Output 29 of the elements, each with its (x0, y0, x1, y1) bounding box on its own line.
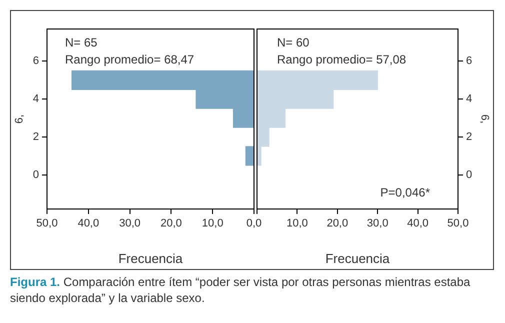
y-tick-label: 6 (32, 55, 39, 68)
y-tick-label: 0 (466, 168, 472, 181)
x-tick-label: 10,0 (286, 218, 308, 230)
x-tick-label: 20,0 (326, 218, 348, 230)
text: Figura 1. Comparación entre ítem “poder ser vista por otras personas mientras estaba siendo explorada” y la variable sexo. (10, 275, 470, 305)
y-tick-label: 6 (466, 55, 472, 68)
x-tick-label: 40,0 (407, 218, 429, 230)
annotation: Rango promedio= 68,47 (65, 52, 194, 66)
y-tick-label: 0 (32, 168, 39, 181)
y-tick-label: 2 (32, 131, 39, 144)
y-tick-label: 4 (466, 93, 472, 106)
x-axis-title: Frecuencia (325, 250, 390, 266)
x-tick-label: 50,0 (36, 218, 58, 230)
x-tick-label: 0,0 (246, 218, 262, 230)
x-tick-label: 50,0 (447, 218, 469, 230)
x-tick-label: 10,0 (202, 218, 224, 230)
annotation: P=0,046* (380, 185, 430, 200)
x-tick-label: 20,0 (160, 218, 182, 230)
x-tick-label: 40,0 (78, 218, 100, 230)
y-axis-title: 6, (478, 114, 490, 124)
y-axis-title: 6, (14, 114, 26, 124)
annotation: N= 65 (65, 35, 98, 50)
annotation: Rango promedio= 57,08 (277, 52, 406, 66)
x-tick-label: 30,0 (119, 218, 141, 230)
y-tick-label: 4 (32, 93, 39, 106)
y-tick-label: 2 (466, 131, 472, 144)
x-axis-title: Frecuencia (118, 250, 184, 266)
annotation: N= 60 (277, 35, 310, 50)
x-tick-label: 30,0 (366, 218, 388, 230)
